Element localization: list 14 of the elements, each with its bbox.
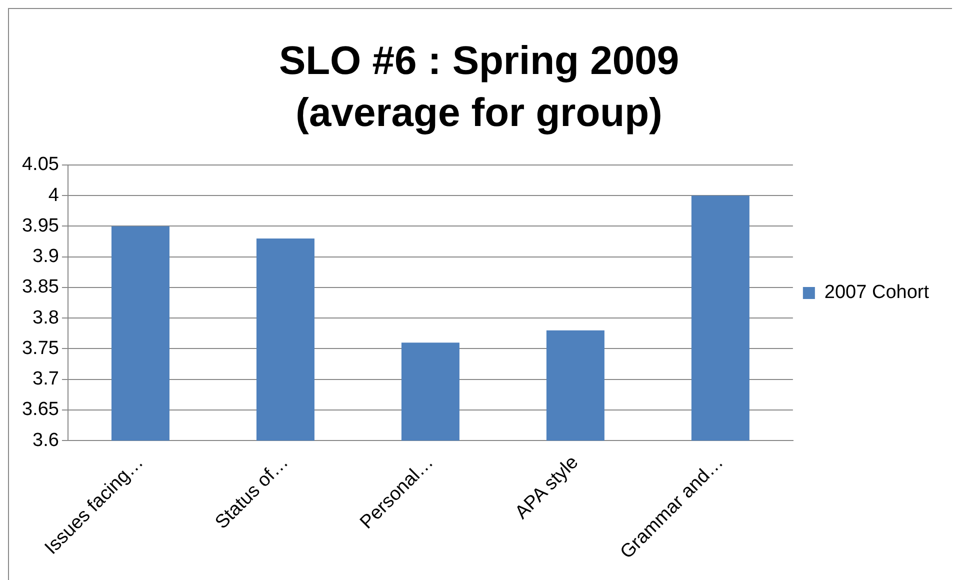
y-tick-label: 3.65 xyxy=(22,399,59,420)
y-tick-label: 3.75 xyxy=(22,338,59,359)
y-tick-label: 3.85 xyxy=(22,276,59,298)
y-tick-label: 4.05 xyxy=(22,154,59,176)
chart-title: SLO #6 : Spring 2009 xyxy=(278,39,680,84)
y-tick-label: 4 xyxy=(48,184,60,206)
y-tick-label: 3.95 xyxy=(22,215,59,236)
y-tick-label: 3.9 xyxy=(32,246,59,268)
y-tick-label: 3.7 xyxy=(32,368,59,390)
x-tick-label: APA style xyxy=(511,452,583,524)
chart-subtitle: (average for group) xyxy=(296,91,662,136)
y-tick-label: 3.8 xyxy=(32,307,59,328)
legend-label: 2007 Cohort xyxy=(824,282,930,304)
y-tick-label: 3.6 xyxy=(32,430,59,451)
